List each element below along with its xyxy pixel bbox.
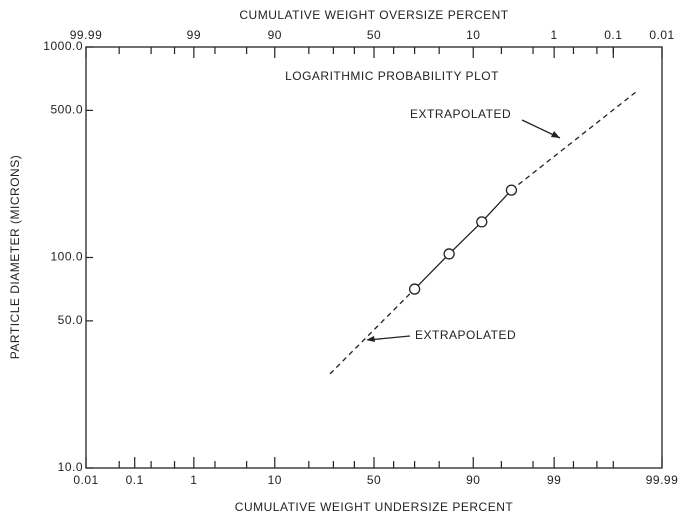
- x2-tick-label: 10: [466, 28, 480, 42]
- data-point: [505, 184, 518, 196]
- arrow-head: [366, 336, 375, 342]
- x2-tick-label: 99: [187, 28, 201, 42]
- y-axis-title: PARTICLE DIAMETER (MICRONS): [8, 155, 22, 359]
- y-tick-label: 500.0: [50, 103, 83, 117]
- x2-tick-label: 1: [551, 28, 558, 42]
- x2-tick-label: 0.1: [604, 28, 622, 42]
- x-axis-title: CUMULATIVE WEIGHT UNDERSIZE PERCENT: [235, 500, 514, 514]
- plot-frame: [85, 46, 663, 469]
- x-tick-label: 99: [547, 473, 561, 487]
- x2-tick-label: 90: [268, 28, 282, 42]
- x-tick-label: 0.1: [126, 473, 144, 487]
- arrow-head: [551, 131, 560, 138]
- y-tick-label: 100.0: [50, 250, 83, 264]
- y-tick-label: 10.0: [58, 460, 83, 474]
- x2-tick-label: 50: [367, 28, 381, 42]
- x2-tick-label: 0.01: [649, 28, 674, 42]
- x-tick-label: 99.99: [646, 473, 679, 487]
- x-tick-label: 0.01: [73, 473, 98, 487]
- x2-tick-label: 99.99: [70, 28, 103, 42]
- data-point: [408, 283, 421, 295]
- annotation-arrow: [367, 335, 411, 341]
- x-tick-label: 50: [367, 473, 381, 487]
- annotation: EXTRAPOLATED: [410, 107, 511, 121]
- fit-line: [414, 189, 512, 290]
- chart-title: LOGARITHMIC PROBABILITY PLOT: [285, 69, 499, 83]
- extrapolated-line: [511, 91, 637, 191]
- x-tick-label: 90: [466, 473, 480, 487]
- x-tick-label: 10: [268, 473, 282, 487]
- y-tick-label: 50.0: [58, 313, 83, 327]
- x2-axis-title: CUMULATIVE WEIGHT OVERSIZE PERCENT: [239, 8, 508, 22]
- y-tick-label: 1000.0: [43, 39, 83, 53]
- extrapolated-line: [329, 288, 416, 375]
- x-tick-label: 1: [190, 473, 197, 487]
- data-point: [443, 248, 455, 260]
- annotation: EXTRAPOLATED: [415, 328, 516, 342]
- data-point: [476, 216, 488, 228]
